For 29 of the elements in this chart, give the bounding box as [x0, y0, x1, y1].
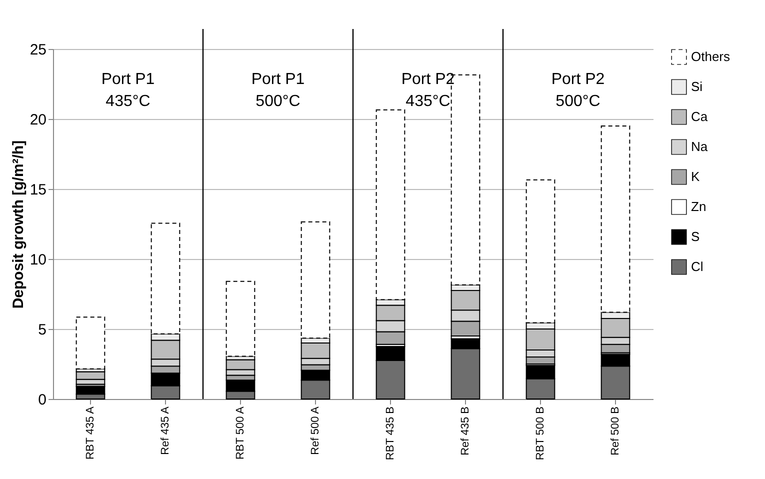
x-tick-label: Ref 435 B — [460, 406, 472, 456]
bar — [226, 280, 256, 357]
y-tick-label: 25 — [30, 42, 46, 58]
legend-label: Cl — [691, 259, 704, 274]
annotation: Port P2 435°C — [401, 71, 455, 110]
legend-label: S — [691, 229, 700, 244]
y-tick-label: 10 — [30, 252, 46, 268]
x-tick-label: Ref 500 A — [310, 406, 322, 455]
x-tick-label: RBT 500 A — [234, 406, 246, 460]
legend-label: Na — [691, 139, 708, 154]
x-tick-label: Ref 500 B — [610, 406, 622, 456]
y-tick-label: 0 — [38, 392, 46, 408]
bar — [76, 316, 106, 370]
annotation: Port P1 500°C — [251, 71, 305, 110]
annotation: Port P1 435°C — [101, 71, 155, 110]
y-tick-label: 15 — [30, 182, 46, 198]
legend-label: Ca — [691, 109, 708, 124]
x-tick-label: RBT 435 B — [384, 406, 396, 460]
x-tick-label: RBT 500 B — [534, 406, 546, 460]
y-tick-label: 20 — [30, 112, 46, 128]
y-tick-label: 5 — [38, 322, 46, 338]
x-tick-label: Ref 435 A — [160, 406, 172, 455]
y-axis-title: Deposit growth [g/m²/h] — [10, 140, 27, 309]
annotation: Port P2 500°C — [551, 71, 605, 110]
legend-label: Others — [691, 49, 731, 64]
legend-label: Si — [691, 79, 703, 94]
legend-label: K — [691, 169, 700, 184]
legend-label: Zn — [691, 199, 706, 214]
x-tick-label: RBT 435 A — [84, 406, 96, 460]
